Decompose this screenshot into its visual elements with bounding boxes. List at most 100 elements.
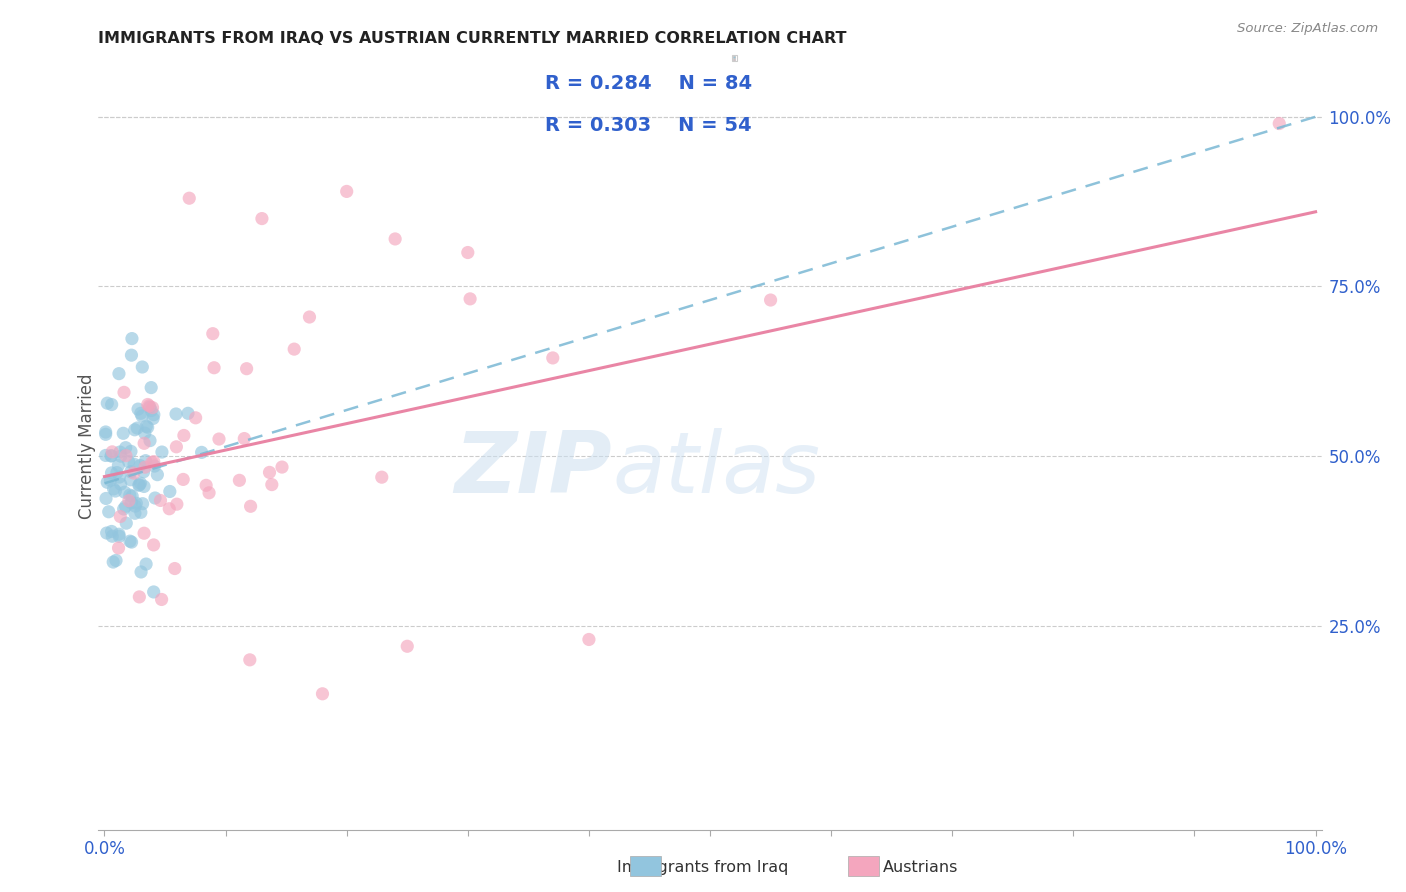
Point: [202, 360, 225, 375]
Point: [112, 426, 135, 441]
Point: [157, 501, 180, 516]
Point: [100, 398, 122, 412]
Text: IMMIGRANTS FROM IRAQ VS AUSTRIAN CURRENTLY MARRIED CORRELATION CHART: IMMIGRANTS FROM IRAQ VS AUSTRIAN CURRENT…: [98, 31, 846, 46]
Point: [110, 449, 132, 463]
Point: [105, 553, 128, 567]
Point: [142, 585, 165, 599]
Point: [118, 488, 141, 502]
Point: [396, 640, 419, 654]
Point: [114, 441, 136, 455]
Point: [260, 477, 283, 491]
Point: [128, 590, 150, 604]
Point: [108, 529, 131, 543]
Point: [124, 499, 146, 513]
Point: [141, 381, 163, 395]
Point: [159, 484, 181, 499]
Point: [184, 410, 207, 425]
Point: [108, 527, 131, 541]
Point: [115, 449, 138, 463]
Point: [129, 505, 152, 519]
Point: [112, 502, 135, 516]
Point: [129, 565, 152, 579]
Point: [103, 555, 125, 569]
Point: [1268, 116, 1291, 130]
Point: [120, 348, 142, 362]
Point: [132, 465, 155, 479]
Point: [136, 397, 159, 411]
Point: [114, 500, 136, 514]
Point: [298, 310, 321, 324]
Point: [107, 541, 129, 555]
Point: [239, 500, 262, 514]
Point: [101, 529, 124, 543]
Point: [134, 426, 156, 441]
Point: [150, 445, 173, 459]
Point: [117, 454, 139, 468]
Point: [235, 361, 257, 376]
Point: [122, 457, 145, 471]
Point: [201, 326, 224, 341]
Point: [100, 449, 122, 463]
Point: [228, 473, 250, 487]
Point: [118, 534, 141, 549]
Point: [132, 479, 155, 493]
Point: [110, 477, 132, 491]
Text: atlas: atlas: [612, 427, 820, 510]
Point: [149, 493, 172, 508]
Point: [142, 408, 165, 422]
Point: [120, 444, 142, 458]
Point: [166, 497, 188, 511]
Point: [100, 449, 122, 463]
Point: [131, 409, 153, 423]
Point: [208, 432, 231, 446]
Point: [124, 423, 146, 437]
Point: [129, 406, 152, 420]
Point: [134, 460, 156, 475]
Point: [128, 478, 150, 492]
Point: [146, 467, 169, 482]
Point: [541, 351, 564, 365]
Point: [233, 432, 256, 446]
Point: [124, 506, 146, 520]
Point: [195, 478, 218, 492]
Point: [132, 526, 155, 541]
Point: [139, 434, 162, 448]
Point: [139, 400, 162, 414]
Point: [127, 421, 149, 435]
Point: [114, 485, 136, 500]
Point: [110, 509, 132, 524]
Point: [96, 396, 118, 410]
Point: [108, 445, 131, 459]
Point: [135, 453, 157, 467]
Point: [458, 292, 481, 306]
Point: [177, 406, 200, 420]
Point: [336, 185, 359, 199]
Point: [173, 428, 195, 442]
Point: [118, 493, 141, 508]
Point: [107, 458, 129, 473]
Text: Austrians: Austrians: [883, 860, 959, 874]
Text: Source: ZipAtlas.com: Source: ZipAtlas.com: [1237, 22, 1378, 36]
Point: [122, 466, 145, 480]
Point: [141, 403, 163, 417]
Point: [578, 632, 600, 647]
Point: [311, 687, 333, 701]
Point: [129, 476, 152, 491]
Point: [271, 460, 294, 475]
Point: [138, 399, 160, 413]
Point: [120, 465, 142, 479]
Point: [135, 557, 157, 571]
Point: [108, 470, 131, 484]
Point: [120, 496, 142, 510]
Point: [141, 401, 163, 415]
Point: [120, 473, 142, 487]
Point: [94, 491, 117, 506]
Point: [100, 466, 122, 480]
Text: R = 0.284    N = 84: R = 0.284 N = 84: [546, 74, 752, 93]
Point: [94, 425, 117, 439]
Point: [136, 420, 159, 434]
Point: [121, 332, 143, 346]
Point: [259, 466, 281, 480]
Y-axis label: Currently Married: Currently Married: [79, 373, 96, 519]
Point: [142, 538, 165, 552]
